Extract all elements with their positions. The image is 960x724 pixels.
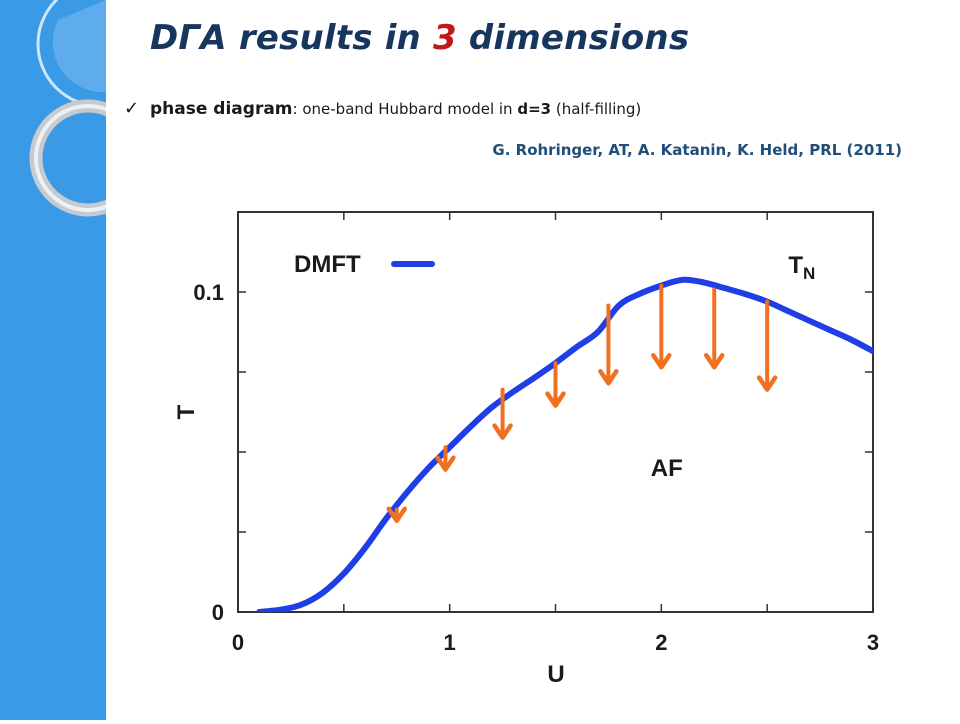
- downward-arrow: [492, 387, 513, 440]
- x-axis-title: U: [547, 661, 564, 688]
- bullet-text-1: : one-band Hubbard model in: [292, 100, 518, 118]
- decorative-rings: [29, 0, 164, 217]
- title-text-part1: DΓA results in: [150, 18, 433, 58]
- x-tick-label: 0: [232, 630, 244, 655]
- x-tick-label: 2: [655, 630, 667, 655]
- title-number: 3: [433, 18, 457, 58]
- check-icon: ✓: [124, 98, 140, 119]
- citation: G. Rohringer, AT, A. Katanin, K. Held, P…: [492, 141, 902, 159]
- y-axis-title: T: [173, 404, 200, 419]
- y-tick-labels: 00.1: [193, 280, 224, 625]
- plot-frame: [237, 211, 874, 613]
- bullet-point: ✓ phase diagram: one-band Hubbard model i…: [124, 98, 641, 119]
- downward-arrow: [598, 303, 619, 386]
- x-tick-label: 3: [867, 630, 879, 655]
- downward-arrow: [756, 299, 778, 392]
- bullet-text-2: (half-filling): [551, 100, 642, 118]
- downward-arrow: [651, 283, 672, 370]
- downward-arrow: [545, 361, 566, 408]
- x-tick-labels: 0 1 2 3: [232, 630, 879, 655]
- y-tick-label: 0.1: [193, 280, 224, 305]
- title-text-part2: dimensions: [456, 18, 690, 58]
- bullet-heading: phase diagram: [150, 99, 293, 119]
- x-tick-label: 1: [444, 630, 456, 655]
- annotation-af: AF: [651, 455, 683, 482]
- downward-arrow: [435, 445, 456, 472]
- decorative-side-bar: [0, 0, 164, 720]
- tick-marks: [237, 212, 874, 613]
- y-tick-label: 0: [212, 600, 224, 625]
- legend-label-dmft: DMFT: [294, 251, 361, 278]
- downward-arrow: [704, 287, 725, 370]
- legend: DMFT: [294, 251, 435, 278]
- bullet-dimension: d=3: [517, 100, 552, 118]
- slide-title: DΓA results in 3 dimensions: [150, 18, 689, 68]
- downward-arrow: [386, 506, 407, 524]
- arrow-layer: [386, 283, 778, 524]
